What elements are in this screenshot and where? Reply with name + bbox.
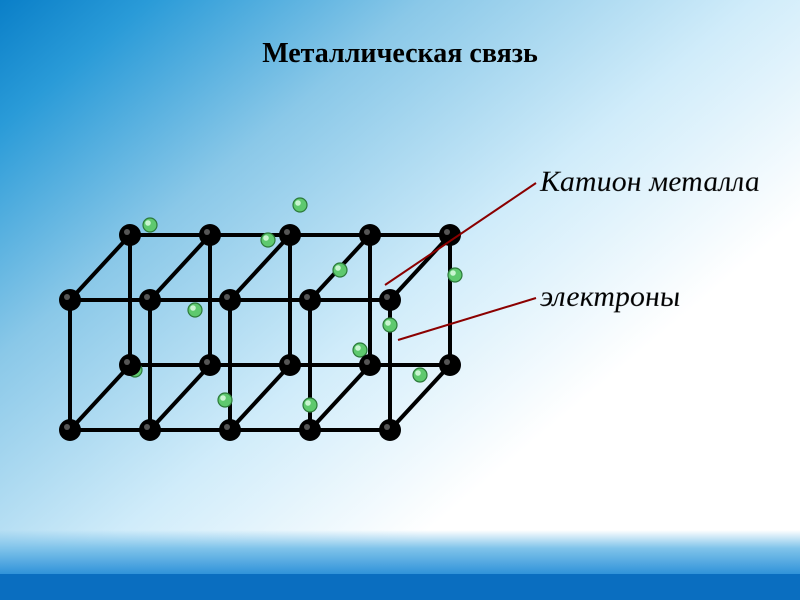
footer-solid: [0, 574, 800, 600]
electron-label: электроны: [540, 280, 681, 313]
pointer-line: [398, 298, 536, 340]
footer: [0, 530, 800, 600]
footer-gradient: [0, 530, 800, 576]
slide: Металлическая связь Катион металла элект…: [0, 0, 800, 600]
pointer-line: [385, 183, 536, 285]
cation-label: Катион металла: [540, 165, 761, 198]
